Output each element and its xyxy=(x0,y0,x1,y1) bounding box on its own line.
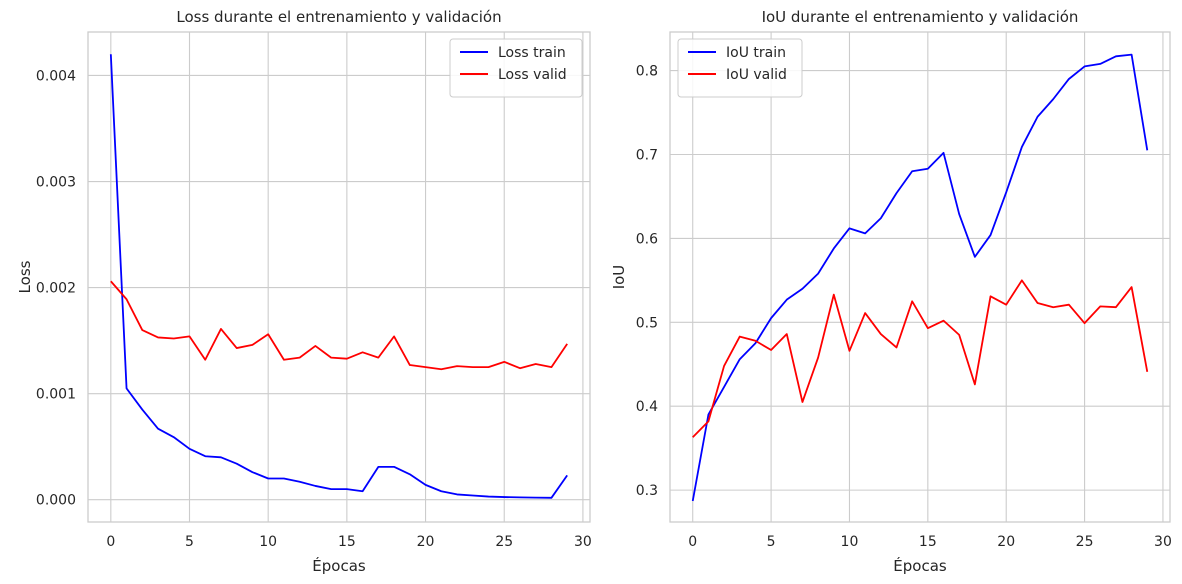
legend-label: Loss train xyxy=(498,45,566,61)
x-tick-label: 10 xyxy=(841,534,859,550)
legend-label: Loss valid xyxy=(498,67,567,83)
y-tick-label: 0.8 xyxy=(636,64,658,80)
series-line-iou-train xyxy=(691,53,1149,502)
series-line-loss-train xyxy=(109,54,568,499)
x-tick-label: 10 xyxy=(259,534,277,550)
x-tick-label: 15 xyxy=(338,534,356,550)
x-tick-label: 0 xyxy=(106,534,115,550)
chart-title: Loss durante el entrenamiento y validaci… xyxy=(176,8,501,26)
chart-panel-1: 0 5 10 15 20 25 30 0.000 0.001 0.002 0.003 0.004 Los… xyxy=(16,8,592,575)
series-line-iou-valid xyxy=(692,279,1149,438)
chart-title: IoU durante el entrenamiento y validació… xyxy=(762,8,1079,26)
x-tick-label: 20 xyxy=(417,534,435,550)
y-axis-label: IoU xyxy=(610,265,628,290)
legend-label: IoU valid xyxy=(726,67,787,83)
y-tick-label: 0.4 xyxy=(636,399,658,415)
x-axis-label: Épocas xyxy=(312,556,366,575)
plot-area xyxy=(88,32,590,522)
y-axis-label: Loss xyxy=(16,260,34,293)
legend: Loss train Loss valid xyxy=(449,38,583,98)
y-tick-label: 0.3 xyxy=(636,483,658,499)
y-tick-label: 0.003 xyxy=(36,175,76,191)
x-tick-label: 30 xyxy=(574,534,592,550)
legend-box xyxy=(677,38,803,98)
legend-box xyxy=(449,38,583,98)
x-axis-label: Épocas xyxy=(893,556,947,575)
y-tick-label: 0.001 xyxy=(36,387,76,403)
x-tick-label: 30 xyxy=(1154,534,1172,550)
x-tick-label: 0 xyxy=(688,534,697,550)
legend: IoU train IoU valid xyxy=(677,38,803,98)
plot-area xyxy=(670,32,1170,522)
x-tick-label: 5 xyxy=(767,534,776,550)
x-tick-label: 25 xyxy=(1076,534,1094,550)
legend-label: IoU train xyxy=(726,45,786,61)
axes-frame xyxy=(669,31,1171,523)
x-tick-label: 20 xyxy=(997,534,1015,550)
x-tick-label: 5 xyxy=(185,534,194,550)
y-tick-label: 0.7 xyxy=(636,148,658,164)
y-tick-label: 0.6 xyxy=(636,231,658,247)
axes-frame xyxy=(87,31,591,523)
x-tick-label: 25 xyxy=(495,534,513,550)
y-tick-label: 0.000 xyxy=(36,493,76,509)
y-tick-label: 0.5 xyxy=(636,315,658,331)
y-tick-label: 0.002 xyxy=(36,281,76,297)
series-line-loss-valid xyxy=(110,280,568,371)
x-tick-label: 15 xyxy=(919,534,937,550)
y-tick-label: 0.004 xyxy=(36,68,76,84)
chart-panel-2: 0 5 10 15 20 25 30 0.3 0.4 0.5 0.6 0.7 0.8 IoU durant… xyxy=(610,8,1172,575)
